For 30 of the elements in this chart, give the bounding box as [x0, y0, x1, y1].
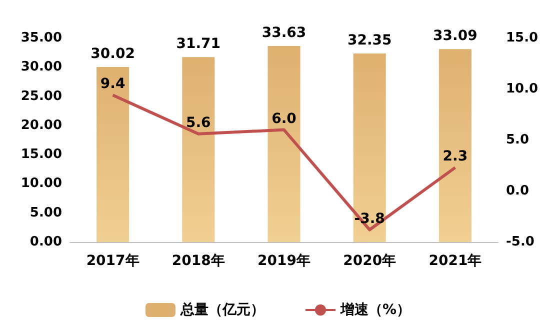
x-tick-label: 2019年	[258, 253, 310, 269]
data-label: 30.02	[90, 46, 135, 62]
data-label: 2.3	[442, 148, 468, 165]
x-tick-label: 2021年	[428, 253, 482, 269]
y2-tick-label: 0.0	[506, 184, 530, 198]
y2-tick-label: 15.0	[506, 30, 538, 46]
data-label: 31.71	[176, 36, 221, 52]
data-label: -3.8	[354, 210, 385, 227]
y-tick-label: 15.00	[20, 147, 62, 162]
y-tick-label: 30.00	[20, 60, 62, 75]
legend-label: 增速（%）	[339, 302, 411, 318]
data-label: 33.63	[262, 24, 306, 41]
y-tick-label: 5.00	[30, 205, 62, 220]
data-label: 5.6	[186, 114, 211, 131]
legend-label: 总量（亿元）	[179, 302, 264, 318]
y-tick-label: 35.00	[20, 30, 62, 46]
y-tick-label: 10.00	[20, 176, 62, 192]
x-tick-label: 2020年	[343, 253, 396, 269]
data-label: 9.4	[100, 76, 126, 92]
y2-tick-label: 10.0	[506, 82, 538, 96]
y2-tick-label: 5.0	[506, 132, 530, 148]
data-label: 6.0	[272, 110, 297, 127]
y-tick-label: 20.00	[20, 118, 62, 133]
x-tick-label: 2018年	[172, 253, 225, 269]
y-tick-label: 25.00	[20, 88, 62, 104]
y-tick-label: 0.00	[30, 234, 62, 250]
data-label: 32.35	[347, 32, 392, 48]
x-tick-label: 2017年	[86, 253, 140, 269]
data-label: 33.09	[433, 28, 478, 44]
y2-tick-label: -5.0	[506, 234, 534, 250]
